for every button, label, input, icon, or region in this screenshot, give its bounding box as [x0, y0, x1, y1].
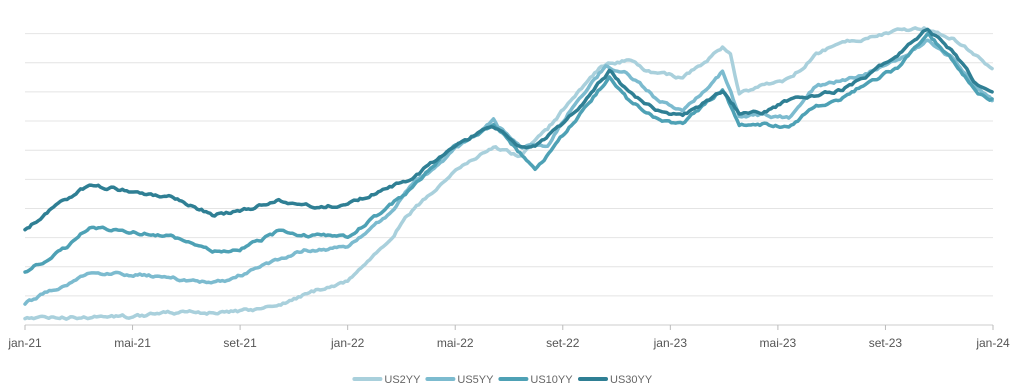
legend-label: US10YY — [530, 374, 573, 386]
series-line-us5yy — [23, 38, 994, 306]
x-tick-label: mai-22 — [437, 336, 474, 350]
series-line-us2yy — [23, 26, 994, 321]
legend-label: US5YY — [457, 374, 494, 386]
legend-label: US2YY — [384, 374, 421, 386]
legend-item-us30yy[interactable]: US30YY — [578, 374, 653, 386]
series-line-us30yy — [23, 27, 994, 232]
x-tick-label: jan-23 — [653, 336, 688, 350]
legend-item-us2yy[interactable]: US2YY — [352, 374, 421, 386]
series-lines — [23, 26, 994, 321]
x-tick-label: jan-21 — [7, 336, 42, 350]
x-tick-label: set-23 — [869, 336, 903, 350]
gridlines — [25, 33, 993, 297]
x-tick-label: mai-23 — [760, 336, 797, 350]
legend: US2YY US5YY US10YY US30YY — [352, 374, 653, 386]
x-axis-ticks: jan-21 mai-21 set-21 jan-22 mai-22 set-22 jan-… — [7, 325, 1010, 350]
legend-label: US30YY — [610, 374, 653, 386]
x-tick-label: jan-22 — [330, 336, 365, 350]
x-tick-label: set-21 — [223, 336, 257, 350]
x-tick-label: mai-21 — [114, 336, 151, 350]
x-tick-label: set-22 — [546, 336, 580, 350]
legend-item-us5yy[interactable]: US5YY — [425, 374, 494, 386]
x-tick-label: jan-24 — [975, 336, 1010, 350]
legend-item-us10yy[interactable]: US10YY — [498, 374, 573, 386]
